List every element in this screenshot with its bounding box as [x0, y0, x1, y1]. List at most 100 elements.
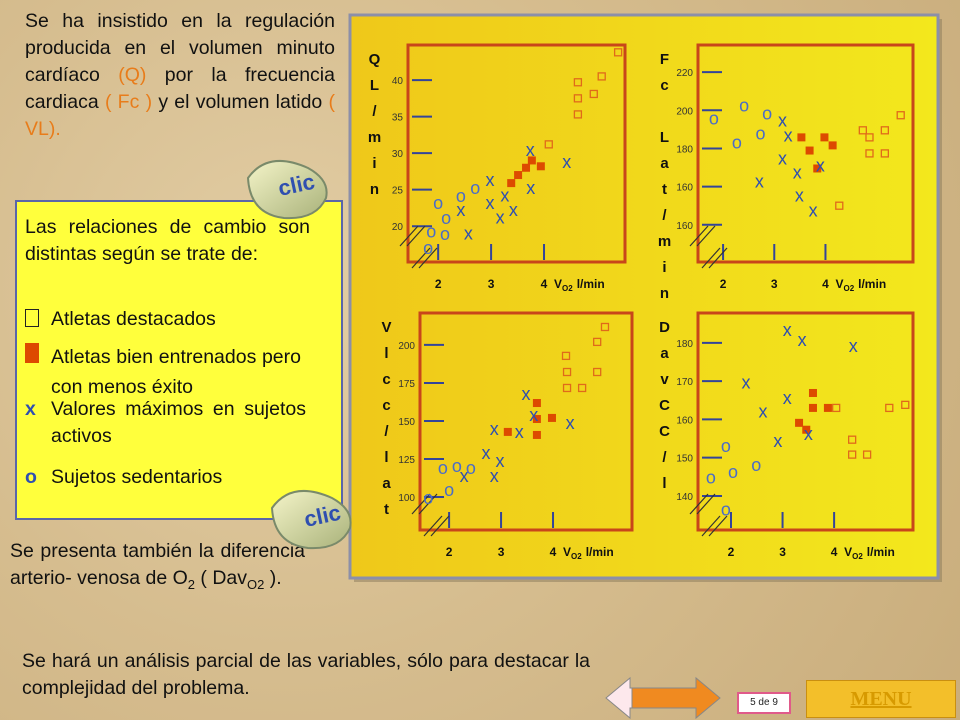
- point: [613, 48, 623, 57]
- point: [547, 413, 556, 422]
- point: x: [496, 207, 505, 227]
- point: x: [784, 125, 793, 145]
- point: [532, 399, 541, 408]
- point: [901, 400, 910, 410]
- point: o: [440, 224, 450, 244]
- point: [848, 450, 857, 459]
- point: x: [798, 330, 807, 350]
- point: o: [721, 436, 731, 456]
- y-axis-label: Vlcc/lat: [378, 319, 395, 527]
- point: [562, 367, 572, 377]
- y-tick-label: 200: [676, 106, 693, 117]
- legend-symbol: x: [25, 398, 36, 420]
- point: [573, 110, 583, 119]
- box-text: Las relaciones de cambio son distintas s…: [25, 216, 310, 265]
- point: x: [509, 200, 518, 220]
- menu-button[interactable]: MENU: [806, 680, 956, 718]
- point: x: [783, 388, 792, 408]
- x-axis-label: VO2 l/min: [835, 277, 886, 293]
- y-axis-label: QL/min: [366, 51, 383, 207]
- y-tick-label: 40: [392, 76, 404, 87]
- axis-break: [418, 493, 438, 515]
- y-tick-label: 140: [676, 492, 693, 503]
- prev-arrow[interactable]: [605, 676, 701, 720]
- point: o: [438, 458, 448, 478]
- legend-item: o Sujetos sedentarios: [25, 464, 315, 491]
- axis-break: [689, 225, 709, 247]
- nav-arrows[interactable]: [605, 676, 721, 720]
- chart-area: [348, 13, 940, 580]
- point: [573, 78, 583, 87]
- point: [562, 383, 572, 393]
- x-tick-label: 3: [498, 545, 505, 559]
- point: [865, 149, 874, 158]
- x-label-part: l/min: [586, 545, 614, 559]
- point: [522, 163, 531, 172]
- legend-item: Atletas bien entrenados pero con menos é…: [25, 342, 315, 402]
- y-axis-label: DavCC/l: [656, 319, 673, 501]
- point: [808, 403, 817, 412]
- legend-label: Atletas bien entrenados pero con menos é…: [51, 346, 301, 398]
- point: x: [758, 402, 767, 422]
- point: x: [783, 320, 792, 340]
- x-label-part: V: [554, 277, 562, 291]
- x-label-part: l/min: [867, 545, 895, 559]
- point: x: [741, 373, 750, 393]
- axis-break: [423, 515, 443, 537]
- intro-text: Se ha insistido en la regulación produci…: [25, 8, 335, 143]
- x-label-sub: O2: [562, 284, 573, 293]
- point: [797, 133, 806, 142]
- point: x: [515, 422, 524, 442]
- point: [808, 388, 817, 397]
- next-arrow[interactable]: [631, 676, 721, 720]
- x-label-part: V: [835, 277, 843, 291]
- text-segment: ).: [264, 567, 282, 589]
- axis-break: [406, 225, 426, 247]
- point: o: [441, 208, 451, 228]
- point: [795, 418, 804, 427]
- y-tick-label: 175: [398, 379, 415, 390]
- x-label-sub: O2: [852, 552, 863, 561]
- point: x: [490, 466, 499, 486]
- text-segment: Se presenta también la diferencia arteri…: [10, 540, 305, 589]
- clic-label[interactable]: clic: [276, 169, 317, 201]
- point: [862, 450, 872, 459]
- axis-break: [430, 515, 450, 537]
- y-tick-label: 180: [676, 339, 693, 350]
- x-label-part: l/min: [858, 277, 886, 291]
- point: [832, 403, 841, 413]
- point: [514, 171, 523, 180]
- panel: [418, 311, 634, 532]
- point: o: [732, 132, 742, 152]
- point: x: [849, 336, 858, 356]
- text-segment: O2: [247, 576, 265, 592]
- x-axis-label: VO2 l/min: [563, 545, 614, 561]
- point: x: [481, 443, 490, 463]
- x-tick-label: 4: [831, 545, 838, 559]
- point: o: [423, 238, 433, 258]
- point: x: [778, 149, 787, 169]
- text-segment: ( Fc ): [104, 91, 153, 113]
- x-tick-label: 4: [550, 545, 557, 559]
- point: x: [464, 224, 473, 244]
- x-tick-label: 3: [488, 277, 495, 291]
- point: x: [778, 110, 787, 130]
- point: x: [795, 186, 804, 206]
- point: o: [709, 108, 719, 128]
- footer-text: Se hará un análisis parcial de las varia…: [22, 650, 590, 699]
- point: [536, 162, 545, 171]
- point: [802, 425, 811, 434]
- axis-break: [411, 247, 431, 269]
- point: [577, 383, 587, 393]
- x-label-part: l/min: [577, 277, 605, 291]
- text-segment: Se ha insistido en la regulación produci…: [25, 10, 335, 86]
- x-label-sub: O2: [843, 284, 854, 293]
- legend-square: [25, 309, 39, 327]
- point: x: [773, 431, 782, 451]
- y-tick-label: 25: [392, 186, 404, 197]
- legend-symbol: o: [25, 466, 37, 488]
- point: [880, 126, 889, 135]
- point: [828, 141, 837, 150]
- y-tick-label: 160: [676, 221, 693, 232]
